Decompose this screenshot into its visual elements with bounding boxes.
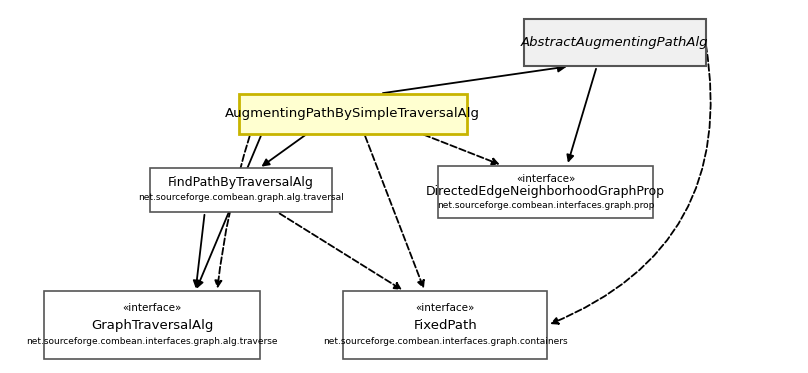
Text: FixedPath: FixedPath (414, 319, 478, 332)
Text: AugmentingPathBySimpleTraversalAlg: AugmentingPathBySimpleTraversalAlg (225, 107, 480, 120)
Text: net.sourceforge.combean.graph.alg.traversal: net.sourceforge.combean.graph.alg.traver… (138, 193, 344, 202)
Text: AbstractAugmentingPathAlg: AbstractAugmentingPathAlg (521, 36, 709, 49)
Text: «interface»: «interface» (123, 303, 182, 313)
Text: net.sourceforge.combean.interfaces.graph.alg.traverse: net.sourceforge.combean.interfaces.graph… (27, 338, 278, 347)
Bar (524, 19, 705, 66)
Bar (44, 291, 260, 359)
Text: net.sourceforge.combean.interfaces.graph.prop: net.sourceforge.combean.interfaces.graph… (437, 201, 654, 210)
Text: «interface»: «interface» (415, 303, 475, 313)
Text: «interface»: «interface» (516, 174, 575, 184)
Bar (239, 94, 466, 134)
Text: GraphTraversalAlg: GraphTraversalAlg (91, 319, 213, 332)
Text: DirectedEdgeNeighborhoodGraphProp: DirectedEdgeNeighborhoodGraphProp (426, 185, 665, 198)
Bar (343, 291, 548, 359)
Bar (438, 166, 654, 219)
Text: FindPathByTraversalAlg: FindPathByTraversalAlg (168, 176, 314, 189)
Text: net.sourceforge.combean.interfaces.graph.containers: net.sourceforge.combean.interfaces.graph… (323, 338, 568, 347)
Bar (150, 168, 331, 212)
